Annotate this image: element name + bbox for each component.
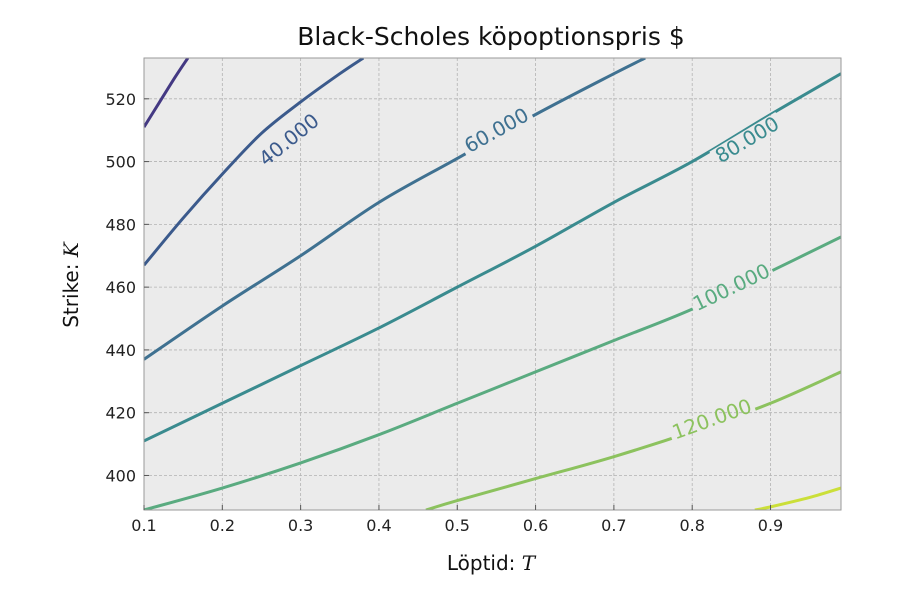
x-axis-label: Löptid: T bbox=[447, 551, 537, 575]
contour-lines bbox=[144, 58, 841, 510]
plot-frame bbox=[143, 57, 842, 511]
y-tick-label: 400 bbox=[105, 466, 136, 485]
x-tick-label: 0.3 bbox=[288, 516, 313, 535]
x-tick-label: 0.1 bbox=[131, 516, 156, 535]
x-tick-label: 0.4 bbox=[366, 516, 391, 535]
x-tick-label: 0.7 bbox=[601, 516, 626, 535]
contour-line-140 bbox=[754, 486, 841, 510]
y-tick-label: 500 bbox=[105, 153, 136, 172]
x-axis-label-var: T bbox=[522, 551, 537, 575]
contour-line-40 bbox=[144, 58, 365, 267]
y-tick-label: 460 bbox=[105, 278, 136, 297]
y-axis-label: Strike: K bbox=[59, 241, 83, 328]
contour-line-120 bbox=[425, 370, 841, 510]
x-axis-label-text: Löptid: bbox=[447, 551, 522, 575]
contour-line-80 bbox=[144, 72, 841, 443]
x-tick-label: 0.9 bbox=[758, 516, 783, 535]
x-tick-label: 0.2 bbox=[210, 516, 235, 535]
contour-line-group bbox=[144, 58, 841, 510]
y-tick-label: 480 bbox=[105, 215, 136, 234]
x-tick-label: 0.5 bbox=[445, 516, 470, 535]
x-axis-ticks: 0.1 0.2 0.3 0.4 0.5 0.6 0.7 0.8 0.9 bbox=[131, 505, 783, 535]
y-axis-ticks: 400 420 440 460 480 500 520 bbox=[105, 90, 149, 485]
contour-line-100 bbox=[144, 235, 841, 510]
chart-title: Black-Scholes köpoptionspris $ bbox=[297, 22, 685, 51]
y-tick-label: 440 bbox=[105, 341, 136, 360]
y-tick-label: 520 bbox=[105, 90, 136, 109]
contour-line-60 bbox=[144, 58, 646, 361]
y-axis-label-var: K bbox=[59, 241, 83, 258]
y-tick-label: 420 bbox=[105, 404, 136, 423]
y-axis-label-text: Strike: bbox=[59, 257, 83, 328]
grid bbox=[143, 58, 841, 510]
x-tick-label: 0.6 bbox=[523, 516, 548, 535]
x-tick-label: 0.8 bbox=[679, 516, 704, 535]
contour-line-20 bbox=[144, 58, 190, 128]
